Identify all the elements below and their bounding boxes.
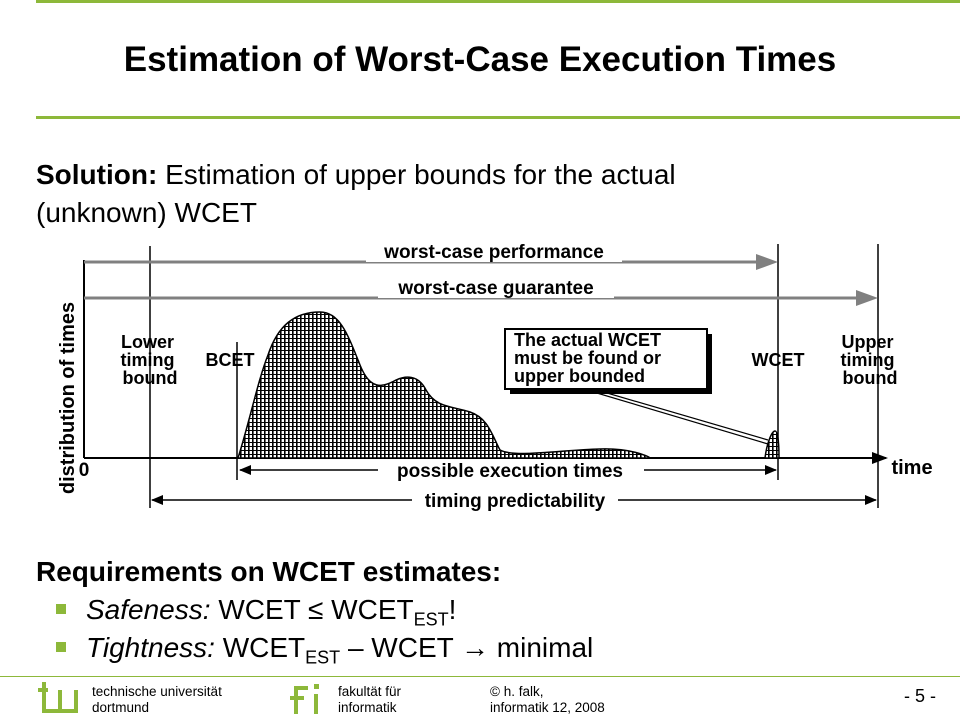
- faculty-line1: fakultät für: [338, 684, 402, 699]
- faculty-line2: informatik: [338, 700, 397, 715]
- requirements-heading: Requirements on WCET estimates:: [36, 556, 502, 587]
- tightness-arrow: →: [461, 632, 490, 663]
- safeness-lhs: WCET: [218, 594, 301, 625]
- top-accent-line: [36, 0, 960, 3]
- tu-logo: [38, 682, 78, 713]
- safeness-end: !: [448, 594, 457, 625]
- worst-case-guarantee-label-bg: [378, 276, 614, 298]
- timing-predictability-label: timing predictability: [425, 491, 606, 512]
- tightness-end: minimal: [496, 632, 594, 663]
- safeness-bullet: Safeness: WCET ≤ WCETEST!: [56, 594, 593, 632]
- timing-pred-left-head: [151, 495, 163, 505]
- tightness-lhs: WCET: [222, 632, 306, 663]
- possible-execution-times-label: possible execution times: [397, 461, 623, 482]
- callout-pointer-2: [589, 387, 769, 441]
- bcet-label: BCET: [206, 350, 255, 370]
- lower-bound-label: Lower timing bound: [120, 332, 179, 388]
- fi-logo: [290, 684, 319, 714]
- possible-exec-left-head: [239, 465, 251, 475]
- timing-pred-right-head: [865, 495, 877, 505]
- possible-exec-right-head: [765, 465, 777, 475]
- safeness-sub: EST: [413, 609, 449, 630]
- faculty-name: fakultät für informatik: [338, 684, 401, 716]
- worst-case-performance-label-bg: [366, 240, 622, 262]
- author-info: © h. falk, informatik 12, 2008: [490, 684, 605, 716]
- callout-box: [504, 328, 708, 390]
- solution-label: Solution:: [36, 159, 158, 190]
- worst-case-performance-label: worst-case performance: [383, 242, 604, 263]
- safeness-op: ≤: [308, 594, 324, 625]
- timing-predictability-label-bg: [412, 489, 618, 511]
- university-name: technische universität dortmund: [92, 684, 222, 716]
- wcet-label: WCET: [752, 350, 805, 370]
- tightness-mid: – WCET: [347, 632, 454, 663]
- slide-title: Estimation of Worst-Case Execution Times: [123, 40, 837, 79]
- tightness-bullet: Tightness: WCETEST – WCET → minimal: [56, 632, 593, 670]
- callout-pointer-1: [579, 387, 769, 445]
- requirements-list: Safeness: WCET ≤ WCETEST! Tightness: WCE…: [56, 594, 593, 670]
- solution-text: Solution: Estimation of upper bounds for…: [36, 156, 916, 232]
- title-divider: [36, 116, 960, 119]
- wcet-spike: [764, 430, 780, 459]
- author-line1: © h. falk,: [490, 684, 544, 699]
- possible-execution-times-label-bg: [378, 459, 644, 481]
- wcet-diagram: distribution of times worst-case perform…: [57, 240, 933, 512]
- page-number: - 5 -: [903, 686, 936, 706]
- tightness-label: Tightness:: [86, 632, 215, 663]
- upper-bound-label: Upper timing bound: [840, 332, 899, 388]
- solution-line1: Estimation of upper bounds for the actua…: [165, 159, 676, 190]
- worst-case-guarantee-label: worst-case guarantee: [397, 278, 593, 299]
- distribution-curve: [236, 311, 652, 459]
- tightness-sub: EST: [305, 647, 341, 668]
- university-line1: technische universität: [92, 684, 222, 699]
- safeness-label: Safeness:: [86, 594, 211, 625]
- bullet-square: [56, 642, 66, 652]
- callout-text: The actual WCET must be found or upper b…: [514, 330, 666, 386]
- author-line2: informatik 12, 2008: [490, 700, 605, 715]
- bullet-square: [56, 604, 66, 614]
- solution-line2: (unknown) WCET: [36, 197, 257, 228]
- worst-case-performance-arrowhead: [756, 254, 778, 270]
- safeness-rhs: WCET: [331, 594, 414, 625]
- university-line2: dortmund: [92, 700, 150, 715]
- time-axis-arrowhead: [872, 452, 888, 464]
- worst-case-guarantee-arrowhead: [856, 290, 878, 306]
- footer-divider: [0, 676, 960, 677]
- time-axis-label: time: [891, 457, 932, 479]
- y-axis-label: distribution of times: [57, 302, 79, 494]
- origin-label: 0: [79, 460, 90, 481]
